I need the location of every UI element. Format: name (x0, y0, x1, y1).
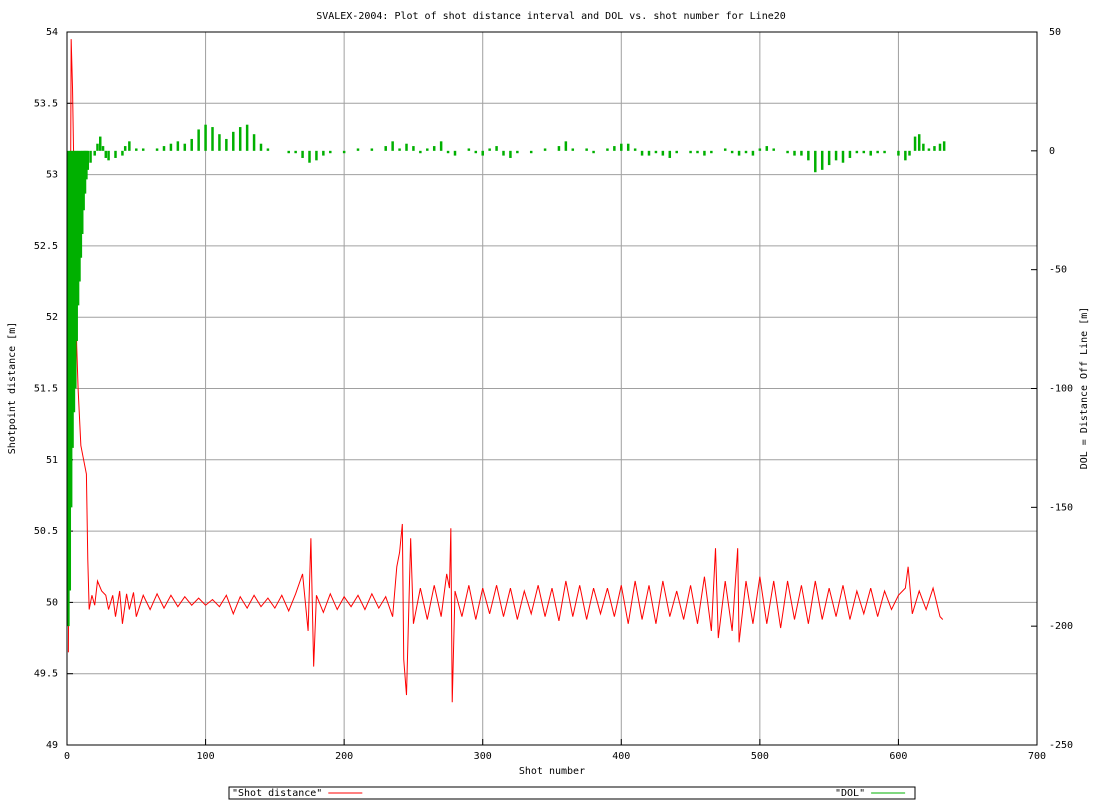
y2-tick-label: -50 (1049, 265, 1067, 276)
y-tick-label: 52.5 (34, 241, 58, 252)
legend-label: "Shot distance" (232, 788, 322, 799)
y2-tick-label: 50 (1049, 27, 1061, 38)
y-tick-label: 53 (46, 170, 58, 181)
y-tick-label: 49.5 (34, 669, 58, 680)
x-tick-label: 0 (64, 751, 70, 762)
y2-tick-label: -100 (1049, 384, 1073, 395)
x-tick-label: 200 (335, 751, 353, 762)
legend-box (228, 786, 916, 800)
y-tick-label: 50 (46, 597, 58, 608)
x-tick-label: 500 (751, 751, 769, 762)
data-line (67, 39, 944, 703)
x-axis-label: Shot number (519, 766, 585, 777)
y-axis-label: Shotpoint distance [m] (7, 322, 18, 454)
chart-title: SVALEX-2004: Plot of shot distance inter… (316, 11, 786, 22)
x-tick-label: 600 (889, 751, 907, 762)
y2-tick-label: 0 (1049, 146, 1055, 157)
y-tick-label: 49 (46, 740, 58, 751)
y-tick-label: 50.5 (34, 526, 58, 537)
y2-tick-label: -150 (1049, 502, 1073, 513)
y-tick-label: 51 (46, 455, 58, 466)
x-tick-label: 400 (612, 751, 630, 762)
y-tick-label: 54 (46, 27, 58, 38)
y2-tick-label: -200 (1049, 621, 1073, 632)
legend-label: "DOL" (835, 788, 865, 799)
x-tick-label: 300 (474, 751, 492, 762)
x-tick-label: 700 (1028, 751, 1046, 762)
y2-tick-label: -250 (1049, 740, 1073, 751)
y-tick-label: 53.5 (34, 98, 58, 109)
y-tick-label: 52 (46, 312, 58, 323)
x-tick-label: 100 (197, 751, 215, 762)
y2-axis-label: DOL = Distance Off Line [m] (1079, 307, 1090, 470)
y-tick-label: 51.5 (34, 384, 58, 395)
plot-frame (66, 31, 1038, 746)
